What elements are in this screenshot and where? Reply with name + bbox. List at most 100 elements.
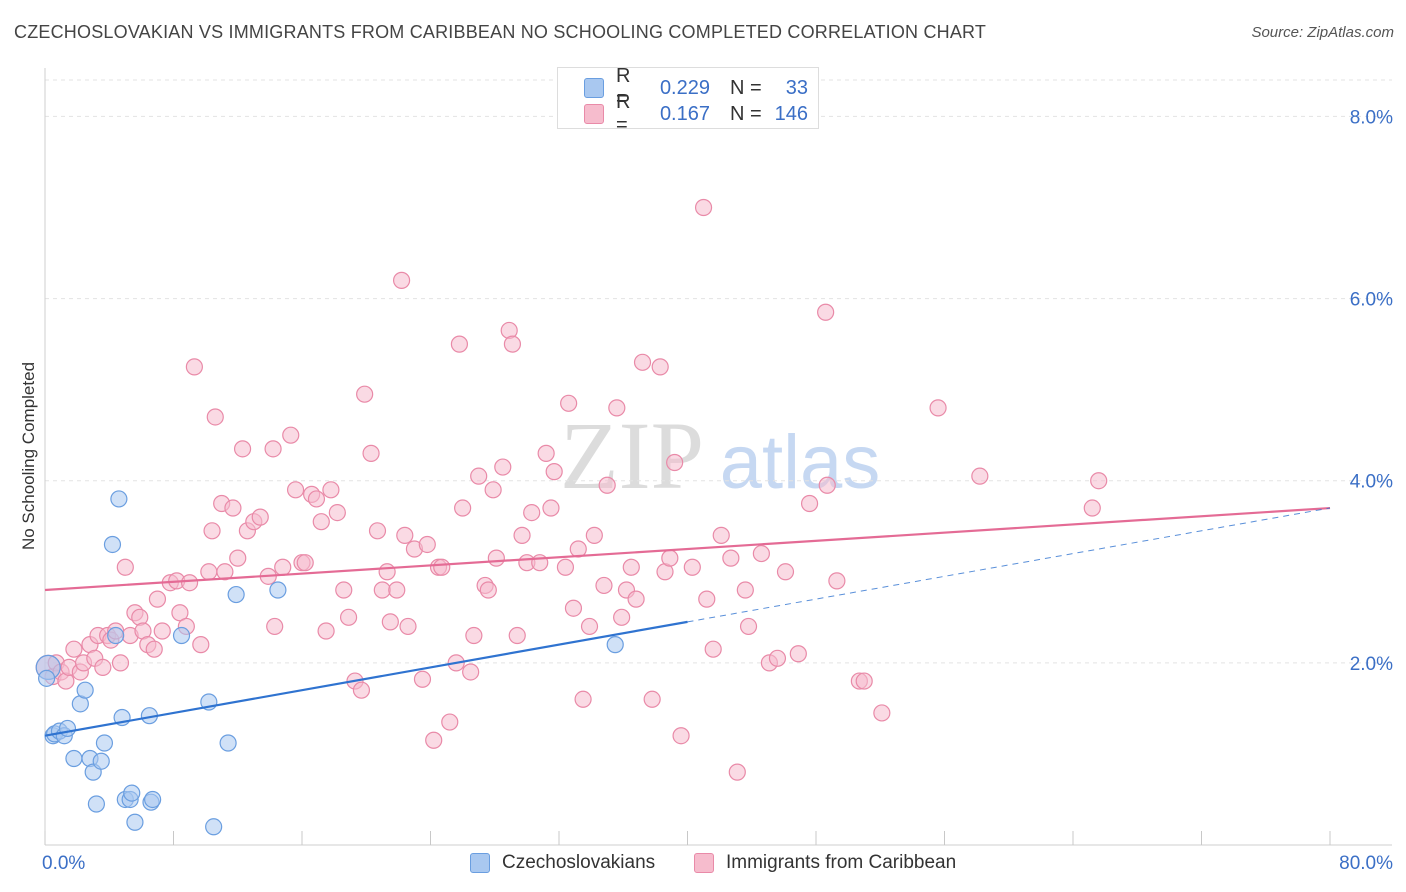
point-caribbean — [542, 499, 560, 517]
y-axis-label: No Schooling Completed — [19, 362, 38, 550]
point-caribbean — [651, 358, 669, 376]
source-attribution: Source: ZipAtlas.com — [1251, 24, 1394, 41]
point-caribbean — [704, 640, 722, 658]
point-caribbean — [185, 358, 203, 376]
point-caribbean — [683, 558, 701, 576]
legend-swatch-blue — [470, 853, 490, 873]
point-czechoslovakians — [58, 719, 77, 738]
point-caribbean — [388, 581, 406, 599]
watermark-zip: ZIP — [560, 402, 704, 509]
point-caribbean — [441, 713, 459, 731]
point-caribbean — [776, 563, 795, 581]
point-caribbean — [736, 581, 754, 599]
point-caribbean — [712, 526, 730, 544]
point-caribbean — [627, 590, 645, 608]
point-caribbean — [335, 581, 353, 599]
watermark-atlas: atlas — [720, 420, 881, 505]
trendline-caribbean — [44, 506, 1331, 592]
point-caribbean — [462, 663, 480, 681]
legend-item-czechoslovakians: Czechoslovakians — [470, 852, 655, 874]
point-caribbean — [1090, 472, 1108, 490]
point-caribbean — [454, 499, 472, 517]
point-caribbean — [817, 303, 835, 321]
legend-n-value: 146 — [774, 102, 808, 125]
chart-title: CZECHOSLOVAKIAN VS IMMIGRANTS FROM CARIB… — [14, 22, 987, 42]
point-caribbean — [233, 440, 252, 458]
point-caribbean — [296, 554, 314, 572]
legend-swatch-pink — [584, 104, 604, 124]
point-caribbean — [556, 558, 575, 576]
legend-n-value: 33 — [785, 76, 808, 99]
legend-swatch-pink — [694, 853, 714, 873]
x-tick-labels: 0.0% 80.0% — [42, 853, 1393, 874]
legend-label: Immigrants from Caribbean — [726, 852, 957, 873]
point-caribbean — [929, 399, 947, 417]
point-caribbean — [739, 617, 758, 636]
point-caribbean — [148, 590, 167, 608]
point-caribbean — [728, 763, 746, 781]
grid — [45, 79, 1392, 664]
point-caribbean — [971, 467, 989, 485]
point-caribbean — [352, 681, 371, 699]
point-caribbean — [425, 731, 443, 749]
legend-swatch-blue — [584, 78, 604, 98]
point-caribbean — [145, 640, 163, 658]
point-caribbean — [328, 503, 346, 522]
point-czechoslovakians — [269, 581, 287, 599]
legend-n-label: N = — [730, 76, 762, 99]
point-czechoslovakians — [227, 585, 245, 604]
point-caribbean — [368, 522, 387, 540]
point-caribbean — [111, 654, 130, 672]
y-tick-label: 4.0% — [1350, 472, 1393, 493]
trendline-czechoslovakians — [44, 620, 688, 737]
legend-row-caribbean: R = 0.167 N = 146 — [584, 91, 808, 136]
legend-r-value: 0.229 — [659, 76, 710, 99]
point-caribbean — [574, 690, 592, 708]
point-caribbean — [470, 467, 488, 485]
point-caribbean — [818, 476, 836, 494]
point-caribbean — [180, 574, 199, 592]
point-caribbean — [479, 581, 497, 599]
point-czechoslovakians — [103, 535, 122, 554]
point-caribbean — [598, 476, 616, 494]
point-czechoslovakians — [76, 681, 94, 699]
point-caribbean — [487, 549, 505, 567]
point-caribbean — [633, 353, 652, 371]
data-points — [35, 198, 1108, 836]
correlation-legend: R = 0.229 N = 33 R = 0.167 N = 146 — [557, 65, 819, 136]
point-caribbean — [286, 481, 305, 499]
point-caribbean — [800, 494, 819, 513]
point-caribbean — [722, 549, 740, 567]
point-caribbean — [216, 563, 234, 581]
x-tick-label: 0.0% — [42, 853, 85, 874]
point-caribbean — [339, 608, 358, 626]
point-caribbean — [200, 563, 218, 581]
point-caribbean — [508, 626, 526, 645]
point-caribbean — [513, 526, 531, 544]
trend-lines — [44, 506, 1331, 737]
legend-n-label: N = — [730, 102, 762, 125]
point-czechoslovakians — [123, 784, 141, 802]
point-caribbean — [413, 670, 432, 688]
point-caribbean — [94, 658, 112, 677]
point-caribbean — [251, 508, 269, 526]
point-caribbean — [855, 672, 873, 690]
point-caribbean — [580, 617, 599, 636]
point-caribbean — [450, 335, 469, 353]
point-caribbean — [356, 385, 374, 403]
legend-r-label: R = — [616, 65, 631, 110]
point-caribbean — [224, 499, 242, 517]
point-caribbean — [694, 198, 713, 217]
legend-r-value: 0.167 — [659, 102, 710, 125]
axes — [44, 68, 1392, 846]
point-caribbean — [307, 490, 326, 508]
point-caribbean — [282, 426, 300, 444]
point-caribbean — [523, 503, 541, 522]
point-caribbean — [752, 544, 770, 563]
point-czechoslovakians — [144, 790, 162, 809]
point-caribbean — [418, 535, 436, 554]
point-caribbean — [312, 513, 330, 531]
y-tick-label: 2.0% — [1350, 654, 1393, 675]
point-caribbean — [1083, 499, 1101, 517]
point-caribbean — [322, 481, 340, 499]
